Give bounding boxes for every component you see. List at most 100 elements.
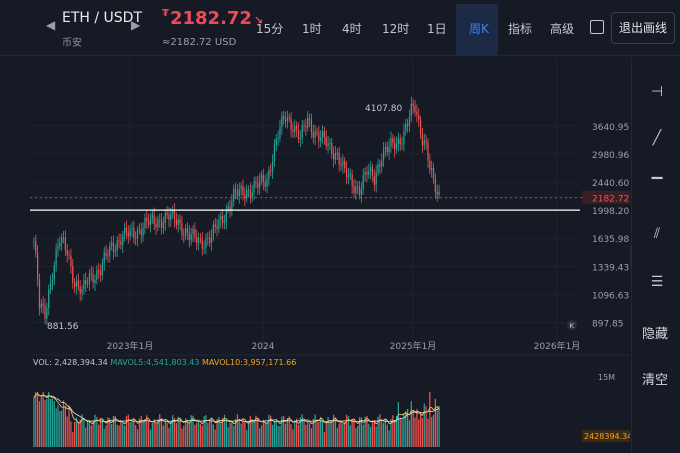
candle-body bbox=[297, 129, 300, 140]
tab-15m[interactable]: 15分 bbox=[256, 22, 284, 36]
candle-body bbox=[253, 181, 255, 193]
candle-body bbox=[308, 118, 311, 120]
candle-body bbox=[185, 228, 187, 236]
volume-legend: VOL: 2,428,394.34 MAVOL5:4,541,803.43 MA… bbox=[33, 358, 296, 367]
tab-weekly[interactable]: 周K bbox=[456, 4, 498, 55]
candle-body bbox=[234, 188, 237, 192]
volume-bar bbox=[403, 413, 405, 447]
candle-body bbox=[209, 237, 211, 243]
candle-body bbox=[136, 229, 139, 239]
settings-icon[interactable] bbox=[590, 20, 604, 34]
volume-bar bbox=[338, 423, 340, 447]
candle-body bbox=[395, 143, 398, 150]
advanced-button[interactable]: 高级 bbox=[550, 22, 575, 36]
candle-body bbox=[35, 241, 37, 253]
tab-12h[interactable]: 12时 bbox=[382, 22, 410, 36]
candlestick-chart[interactable]: VOL: 2,428,394.34 MAVOL5:4,541,803.43 MA… bbox=[30, 57, 630, 453]
candle-body bbox=[75, 280, 78, 287]
volume-bar bbox=[233, 425, 235, 447]
candle-body bbox=[66, 249, 68, 256]
volume-bar bbox=[240, 423, 242, 447]
volume-bar bbox=[329, 420, 331, 447]
volume-bar bbox=[238, 418, 240, 447]
candle-body bbox=[281, 116, 283, 127]
candle-body bbox=[40, 303, 42, 309]
candle-body bbox=[148, 221, 150, 225]
candle-body bbox=[188, 232, 190, 241]
parallel-channel-icon[interactable]: ⫽ bbox=[653, 226, 661, 242]
volume-bar bbox=[321, 420, 324, 447]
indicators-button[interactable]: 指标 bbox=[508, 22, 533, 36]
clear-drawings-button[interactable]: 清空 bbox=[642, 373, 669, 388]
candle-body bbox=[423, 140, 425, 146]
volume-bar bbox=[366, 415, 368, 447]
volume-bar bbox=[318, 421, 320, 447]
volume-bar bbox=[336, 428, 338, 447]
candle-body bbox=[74, 282, 76, 287]
price-down-arrow-icon: ↘ bbox=[253, 14, 264, 27]
candle-body bbox=[386, 147, 388, 152]
time-axis-label: 2023年1月 bbox=[107, 340, 154, 352]
candle-body bbox=[264, 182, 266, 187]
volume-bar bbox=[236, 414, 239, 447]
k-badge bbox=[567, 320, 577, 330]
candle-body bbox=[355, 187, 357, 193]
volume-bar bbox=[111, 424, 113, 447]
volume-bar bbox=[109, 418, 111, 447]
volume-bar bbox=[86, 422, 89, 447]
volume-bar bbox=[395, 415, 398, 447]
volume-bar bbox=[99, 418, 102, 447]
tab-1d[interactable]: 1日 bbox=[427, 22, 447, 36]
volume-bar bbox=[344, 422, 346, 447]
horizontal-ray-icon[interactable]: ⊣ bbox=[650, 84, 664, 100]
volume-bar bbox=[418, 419, 420, 447]
current-price-tag bbox=[582, 190, 630, 204]
volume-bar bbox=[253, 421, 255, 447]
candle-body bbox=[199, 238, 202, 240]
volume-bar bbox=[438, 405, 440, 447]
trading-pair[interactable]: ETH / USDT bbox=[62, 10, 143, 26]
volume-bar bbox=[35, 392, 37, 447]
candle-body bbox=[214, 224, 216, 227]
candle-body bbox=[194, 228, 196, 237]
volume-bar bbox=[88, 421, 91, 447]
horizontal-line-icon[interactable]: ▔ bbox=[651, 178, 663, 194]
volume-bar bbox=[283, 416, 285, 447]
candle-body bbox=[222, 215, 224, 224]
volume-bar bbox=[249, 415, 251, 447]
tab-1h[interactable]: 1时 bbox=[302, 22, 322, 36]
volume-bar bbox=[234, 418, 237, 447]
candle-body bbox=[173, 210, 176, 220]
volume-bar bbox=[103, 428, 105, 447]
candle-body bbox=[112, 242, 115, 252]
candle-body bbox=[153, 214, 155, 225]
trend-line-icon[interactable]: ╱ bbox=[652, 130, 662, 146]
candle-body bbox=[316, 131, 318, 133]
candle-body bbox=[321, 131, 324, 138]
candle-body bbox=[273, 144, 276, 162]
volume-bar bbox=[347, 416, 350, 447]
candle-body bbox=[408, 116, 411, 126]
volume-bar bbox=[64, 406, 66, 447]
volume-bar bbox=[340, 421, 342, 447]
tab-4h[interactable]: 4时 bbox=[342, 22, 362, 36]
volume-bar bbox=[133, 418, 135, 447]
volume-bar bbox=[292, 429, 294, 447]
candle-body bbox=[325, 136, 327, 146]
candle-body bbox=[292, 129, 294, 132]
hide-drawings-button[interactable]: 隐藏 bbox=[642, 327, 669, 342]
candle-body bbox=[323, 131, 325, 137]
chevron-left-icon[interactable]: ◀ bbox=[46, 18, 56, 32]
volume-bar bbox=[114, 415, 116, 447]
fibonacci-icon[interactable]: ☰ bbox=[650, 274, 664, 290]
volume-bar bbox=[59, 410, 61, 447]
chevron-right-icon[interactable]: ▶ bbox=[131, 18, 141, 32]
volume-bar bbox=[349, 425, 351, 447]
candle-body bbox=[299, 137, 301, 140]
volume-bar bbox=[353, 419, 355, 447]
candle-body bbox=[233, 188, 235, 201]
candle-body bbox=[205, 237, 207, 248]
exit-drawing-button[interactable]: 退出画线 bbox=[611, 12, 675, 44]
volume-bar bbox=[323, 432, 325, 447]
volume-bar bbox=[116, 424, 118, 447]
